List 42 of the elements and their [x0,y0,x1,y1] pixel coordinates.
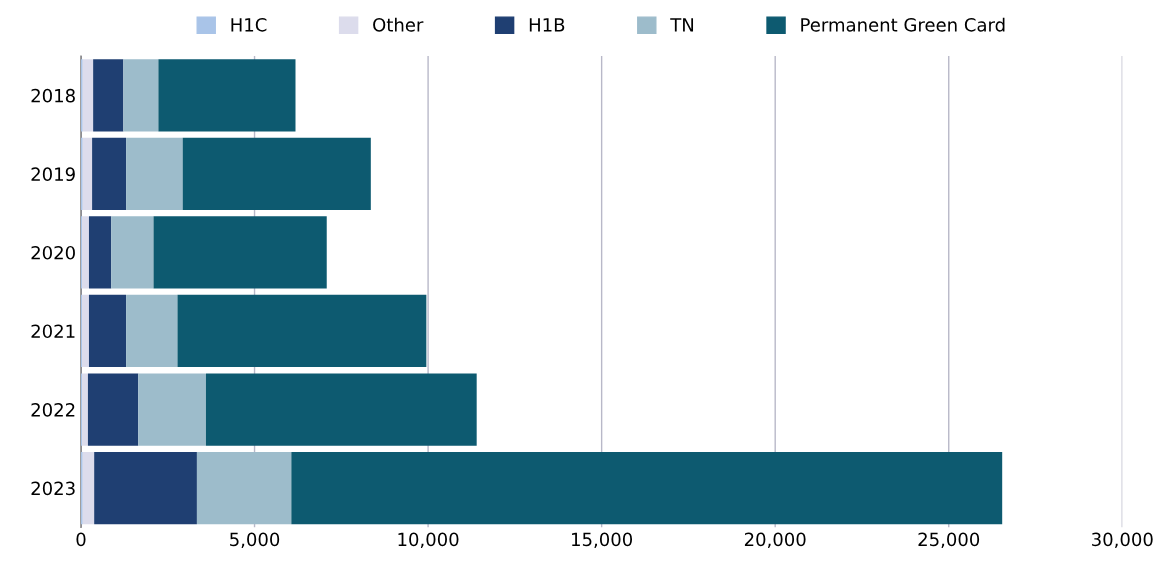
y-tick-label: 2021 [31,324,75,339]
bar [196,451,292,525]
bar [88,294,127,368]
x-tick-label: 25,000 [918,532,980,549]
x-tick-label: 10,000 [398,532,459,549]
legend-label: Permanent Green Card [801,17,1005,32]
legend-label: TN [670,18,694,32]
bar [82,451,95,525]
legend-label: H1B [529,18,565,32]
bar [205,373,477,446]
y-tick-label: 2023 [31,481,75,496]
bar [138,373,206,446]
bar [82,294,89,368]
bar [82,373,88,446]
bar [111,216,154,289]
x-tick-label: 20,000 [744,532,806,549]
bar [82,216,89,289]
legend-label: H1C [231,17,267,32]
bar [177,294,427,368]
y-tick-label: 2022 [31,402,75,417]
bar [82,59,94,132]
x-tick-label: 0 [76,532,86,547]
bar [93,59,124,132]
bar [291,451,1003,525]
y-tick-label: 2020 [31,245,75,260]
bar [94,451,197,525]
y-tick-label: 2019 [31,167,75,182]
x-tick-label: 5,000 [230,532,280,549]
bar [88,216,112,289]
bar [158,59,296,132]
x-tick-label: 15,000 [572,532,633,549]
bar [87,373,139,446]
bar [82,137,93,211]
x-tick-label: 30,000 [1092,532,1153,549]
bar [126,137,183,211]
bar [92,137,127,211]
legend-label: Other [373,17,424,32]
bar [182,137,371,211]
y-tick-label: 2018 [31,88,75,103]
bar [126,294,178,368]
bar [153,216,327,289]
bar [123,59,159,132]
